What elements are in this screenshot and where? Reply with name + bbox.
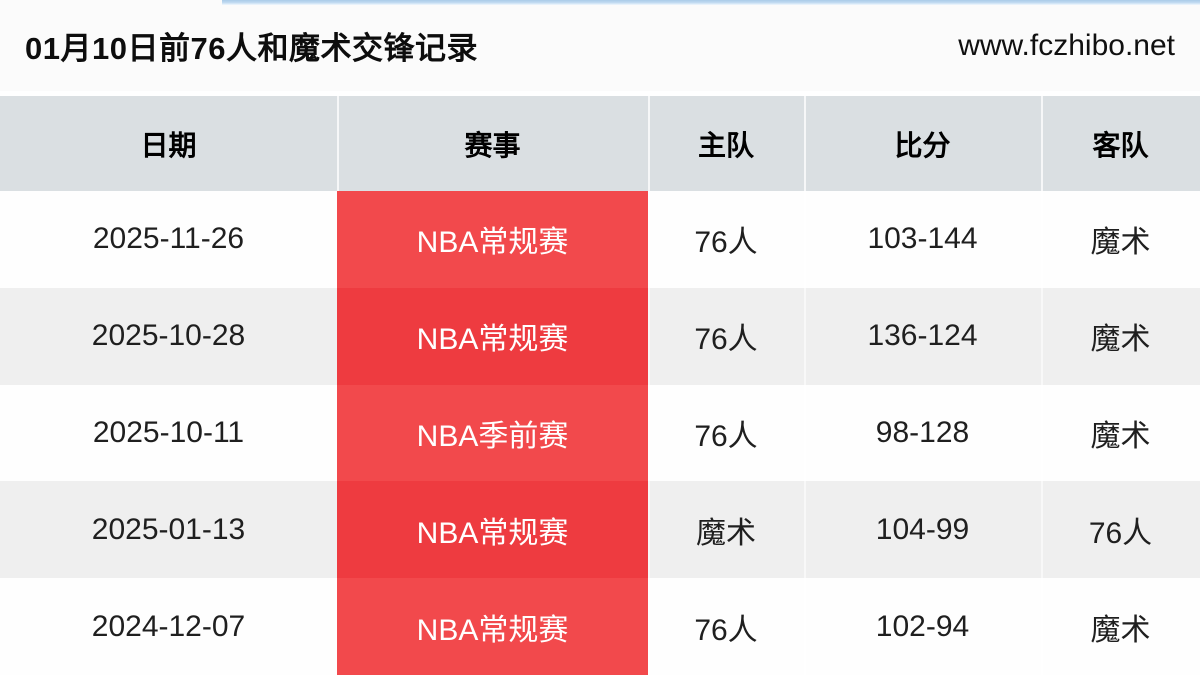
table-body: 2025-11-26 NBA常规赛 76人 103-144 魔术 2025-10… [0,191,1200,675]
away-team-cell: 魔术 [1041,288,1200,385]
home-team-cell: 魔术 [648,481,804,578]
date-cell: 2025-11-26 [92,222,245,256]
header-away: 客队 [1041,96,1200,191]
event-badge: NBA常规赛 [337,578,648,675]
score-cell: 102-94 [804,578,1041,675]
date-cell: 2025-01-13 [91,512,246,546]
table-header-row: 日期 赛事 主队 比分 客队 [0,96,1200,191]
title-bar: 01月10日前76人和魔术交锋记录 www.fczhibo.net [0,0,1200,91]
date-cell: 2025-10-11 [92,415,245,449]
event-badge: NBA常规赛 [337,191,648,288]
header-date: 日期 [140,129,197,161]
away-team-cell: 魔术 [1041,385,1200,482]
score-cell: 98-128 [804,385,1041,482]
table-row: 2025-11-26 NBA常规赛 76人 103-144 魔术 [0,191,1200,288]
table-row: 2025-10-28 NBA常规赛 76人 136-124 魔术 [0,287,1200,385]
away-team-cell: 魔术 [1041,191,1200,288]
title-divider [0,91,1200,96]
matchup-history-table: 日期 赛事 主队 比分 客队 2025-11-26 NBA常规赛 76人 103… [0,96,1200,675]
table-row: 2025-01-13 NBA常规赛 魔术 104-99 76人 [0,481,1200,579]
top-accent-line [222,0,1200,5]
table-row: 2024-12-07 NBA常规赛 76人 102-94 魔术 [0,578,1200,675]
score-cell: 103-144 [804,191,1041,288]
score-cell: 136-124 [804,288,1041,385]
site-url-watermark: www.fczhibo.net [958,28,1175,62]
event-badge: NBA常规赛 [337,287,648,385]
header-home: 主队 [648,96,804,191]
score-cell: 104-99 [804,481,1041,578]
header-score: 比分 [804,96,1041,191]
away-team-cell: 76人 [1041,481,1200,578]
header-event: 赛事 [337,96,648,191]
date-cell: 2024-12-07 [91,609,246,643]
home-team-cell: 76人 [648,191,804,288]
date-cell: 2025-10-28 [91,319,246,353]
page-title: 01月10日前76人和魔术交锋记录 [25,31,478,66]
away-team-cell: 魔术 [1041,578,1200,675]
home-team-cell: 76人 [648,288,804,385]
home-team-cell: 76人 [648,578,804,675]
table-row: 2025-10-11 NBA季前赛 76人 98-128 魔术 [0,384,1200,482]
home-team-cell: 76人 [648,385,804,482]
event-badge: NBA常规赛 [337,481,648,579]
event-badge: NBA季前赛 [337,384,648,482]
